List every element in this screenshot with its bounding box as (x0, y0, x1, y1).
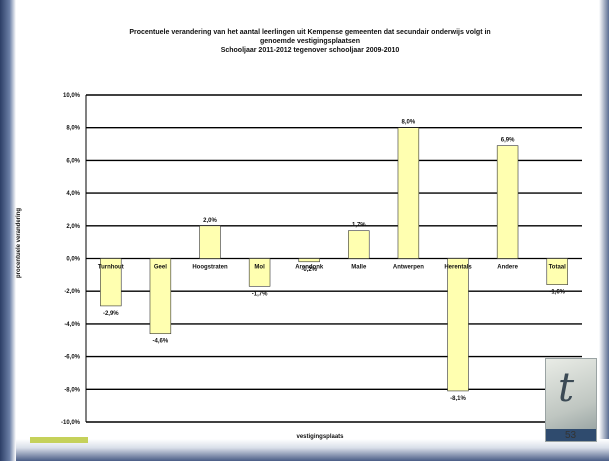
slide-frame-bottom (16, 439, 609, 461)
bar (100, 258, 122, 307)
chart-title: Procentuele verandering van het aantal l… (90, 28, 530, 55)
bar (496, 145, 519, 259)
y-tick-label: 2,0% (66, 224, 80, 230)
data-label: -2,9% (103, 311, 119, 317)
data-label: -1,6% (549, 290, 565, 296)
y-tick-label: -8,0% (64, 387, 80, 393)
logo-glyph: t (558, 365, 575, 411)
chart-title-line-1: Procentuele verandering van het aantal l… (129, 29, 491, 36)
x-tick-label: Mol (254, 265, 265, 271)
logo-band (546, 429, 596, 441)
x-tick-label: Andere (497, 265, 518, 271)
x-tick-label: Turnhout (98, 265, 124, 271)
x-tick-label: Totaal (549, 265, 567, 271)
x-tick-label: Hoogstraten (192, 265, 228, 271)
y-tick-label: 6,0% (66, 158, 80, 164)
slide-frame-left (0, 0, 16, 461)
x-tick-label: Geel (154, 265, 167, 271)
bar (348, 230, 370, 259)
x-tick-label: Malle (351, 265, 367, 271)
chart-title-line-2: genoemde vestigingsplaatsen (260, 38, 360, 45)
x-tick-label: Arendonk (295, 265, 324, 271)
x-tick-label: Herentals (444, 265, 472, 271)
y-tick-label: -10,0% (61, 420, 81, 426)
y-tick-label: 10,0% (63, 93, 81, 99)
y-tick-label: 0,0% (66, 257, 80, 263)
data-label: 2,0% (203, 218, 217, 224)
y-tick-label: 8,0% (66, 126, 80, 132)
bar (248, 258, 271, 287)
page-number: 53 (565, 430, 577, 441)
bar (546, 258, 568, 285)
y-axis-title: procentuele verandering (16, 207, 22, 278)
slide-frame-right (599, 0, 609, 461)
x-axis-title: vestigingsplaats (296, 434, 344, 440)
y-tick-label: -6,0% (64, 355, 80, 361)
data-label: -8,1% (450, 396, 466, 402)
data-label: -1,7% (252, 291, 268, 297)
data-label: 1,7% (352, 223, 366, 229)
bar (298, 258, 320, 263)
y-tick-label: 4,0% (66, 191, 80, 197)
bar (397, 127, 420, 259)
bar (149, 258, 172, 335)
data-label: -4,6% (153, 339, 169, 345)
bars (100, 127, 568, 392)
y-tick-label: -4,0% (64, 322, 80, 328)
data-label: 6,9% (501, 138, 515, 144)
t-logo-icon: t (545, 358, 597, 442)
data-label: -0,2% (301, 267, 317, 273)
accent-bar (30, 437, 88, 443)
y-tick-label: -2,0% (64, 289, 80, 295)
bar (199, 225, 221, 259)
x-tick-label: Antwerpen (393, 265, 424, 271)
labels: 10,0% 8,0% 6,0% 4,0% 2,0% 0,0% -2,0% -4,0% -6,0%… (61, 93, 566, 426)
bar (447, 258, 469, 392)
data-label: 8,0% (402, 120, 416, 126)
chart-title-line-3: Schooljaar 2011-2012 tegenover schooljaa… (220, 47, 400, 54)
